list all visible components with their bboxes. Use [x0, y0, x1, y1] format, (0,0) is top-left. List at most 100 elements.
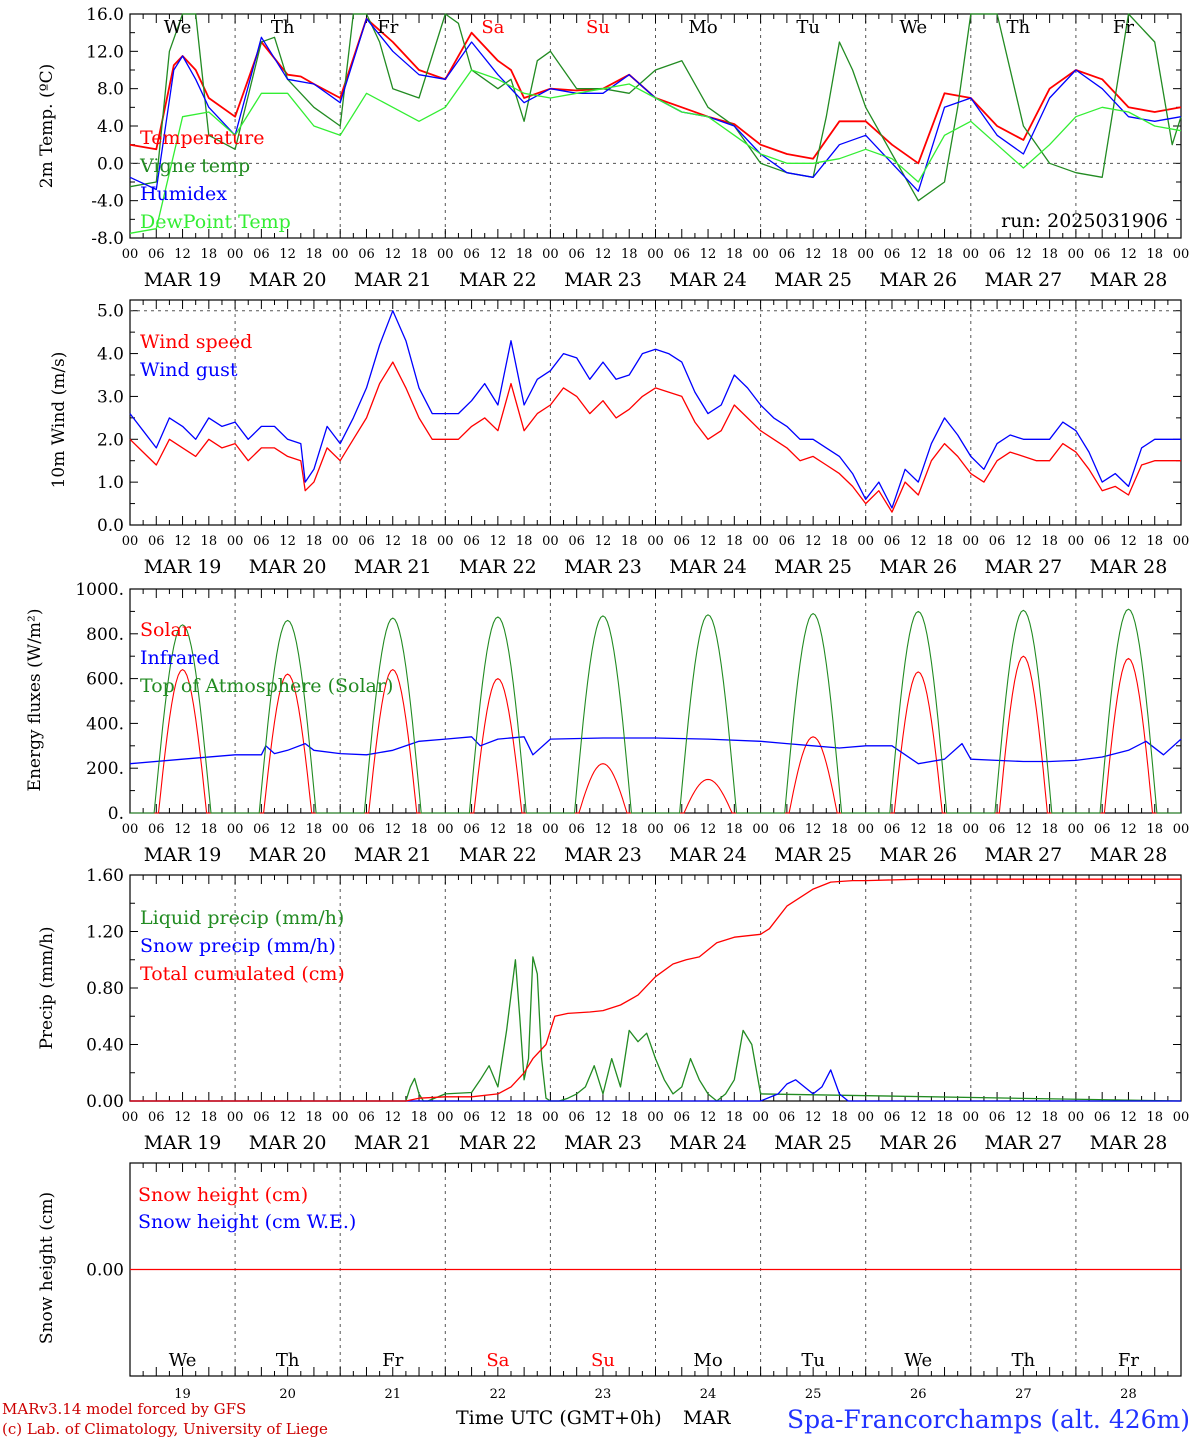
date-label: MAR 21 [354, 844, 432, 866]
weekday-label: Sa [481, 17, 504, 38]
hour-tick-label: 12 [910, 247, 927, 262]
hour-tick-label: 06 [1094, 822, 1111, 837]
hour-tick-label: 06 [568, 822, 585, 837]
hour-tick-label: 06 [989, 1110, 1006, 1125]
hour-tick-label: 06 [779, 534, 796, 549]
y-tick-label: 1000. [75, 580, 124, 600]
hour-tick-label: 12 [910, 534, 927, 549]
series-line [129, 361, 1181, 513]
series-line [130, 1069, 1181, 1102]
weekday-label: We [899, 17, 927, 38]
hour-tick-label: 00 [647, 822, 664, 837]
panel-1 [129, 13, 1182, 239]
hour-tick-label: 18 [726, 1110, 743, 1125]
hour-tick-label: 00 [857, 1110, 874, 1125]
date-label: MAR 27 [984, 556, 1062, 578]
day-number-label: 24 [700, 1387, 717, 1402]
hour-tick-label: 18 [411, 534, 428, 549]
hour-tick-label: 12 [174, 822, 191, 837]
hour-tick-label: 12 [805, 247, 822, 262]
hour-tick-label: 12 [595, 247, 612, 262]
hour-tick-label: 12 [595, 534, 612, 549]
date-label: MAR 27 [984, 269, 1062, 291]
hour-tick-label: 18 [726, 247, 743, 262]
hour-tick-label: 18 [201, 534, 218, 549]
hour-tick-label: 18 [306, 247, 323, 262]
hour-tick-label: 12 [805, 822, 822, 837]
hour-tick-label: 12 [1120, 534, 1137, 549]
date-label: MAR 21 [354, 269, 432, 291]
hour-tick-label: 12 [595, 822, 612, 837]
hour-tick-label: 00 [227, 247, 244, 262]
hour-tick-label: 06 [358, 822, 375, 837]
series-line [129, 18, 1182, 192]
date-label: MAR 25 [774, 844, 852, 866]
hour-tick-label: 06 [884, 534, 901, 549]
weekday-label: Fr [1113, 17, 1134, 38]
hour-tick-label: 06 [989, 247, 1006, 262]
hour-tick-label: 12 [384, 534, 401, 549]
y-tick-label: 5.0 [97, 302, 124, 322]
hour-tick-label: 12 [700, 1110, 717, 1125]
hour-tick-label: 12 [700, 247, 717, 262]
hour-tick-label: 18 [201, 1110, 218, 1125]
date-label: MAR 22 [459, 269, 537, 291]
panel-2 [129, 299, 1182, 526]
day-number-label: 25 [805, 1387, 822, 1402]
hour-tick-label: 12 [700, 822, 717, 837]
weekday-label: Tu [801, 1350, 825, 1371]
hour-tick-label: 18 [516, 534, 533, 549]
hour-tick-label: 06 [884, 1110, 901, 1125]
hour-tick-label: 12 [384, 247, 401, 262]
hour-tick-label: 00 [1068, 534, 1085, 549]
day-number-label: 28 [1120, 1387, 1137, 1402]
weekday-label: Sa [486, 1350, 509, 1371]
hour-tick-label: 00 [437, 822, 454, 837]
hour-tick-label: 18 [621, 534, 638, 549]
series-line [130, 956, 1182, 1102]
weekday-label: Th [276, 1350, 300, 1371]
weekday-label: We [169, 1350, 197, 1371]
hour-tick-label: 00 [332, 534, 349, 549]
y-tick-label: -4.0 [91, 192, 124, 212]
hour-tick-label: 06 [884, 822, 901, 837]
hour-tick-label: 12 [1015, 534, 1032, 549]
hour-tick-label: 00 [227, 822, 244, 837]
date-label: MAR 28 [1090, 556, 1168, 578]
date-label: MAR 26 [879, 556, 957, 578]
hour-tick-label: 06 [1094, 247, 1111, 262]
hour-tick-label: 12 [805, 1110, 822, 1125]
hour-tick-label: 00 [752, 247, 769, 262]
hour-tick-label: 00 [752, 1110, 769, 1125]
date-label: MAR 27 [984, 1132, 1062, 1154]
date-label: MAR 24 [669, 844, 747, 866]
hour-tick-label: 06 [779, 822, 796, 837]
hour-tick-label: 06 [463, 247, 480, 262]
date-label: MAR 23 [564, 1132, 642, 1154]
hour-tick-label: 06 [674, 1110, 691, 1125]
hour-tick-label: 00 [1173, 822, 1190, 837]
y-tick-label: 600. [86, 670, 124, 690]
date-label: MAR 23 [564, 269, 642, 291]
hour-tick-label: 00 [122, 1110, 139, 1125]
hour-tick-label: 18 [1146, 1110, 1163, 1125]
hour-tick-label: 18 [831, 534, 848, 549]
y-tick-label: 12.0 [86, 42, 124, 62]
hour-tick-label: 06 [253, 822, 270, 837]
hour-tick-label: 18 [831, 1110, 848, 1125]
hour-tick-label: 06 [674, 822, 691, 837]
hour-tick-label: 00 [1068, 1110, 1085, 1125]
hour-tick-label: 00 [542, 534, 559, 549]
hour-tick-label: 18 [306, 822, 323, 837]
hour-tick-label: 12 [279, 534, 296, 549]
date-label: MAR 28 [1090, 1132, 1168, 1154]
hour-tick-label: 00 [542, 822, 559, 837]
hour-tick-label: 12 [910, 822, 927, 837]
series-line [130, 608, 1181, 814]
hour-tick-label: 00 [542, 247, 559, 262]
y-tick-label: -8.0 [91, 229, 124, 249]
date-label: MAR 24 [669, 1132, 747, 1154]
day-number-label: 27 [1015, 1387, 1032, 1402]
weekday-label: We [904, 1350, 932, 1371]
hour-tick-label: 00 [122, 822, 139, 837]
